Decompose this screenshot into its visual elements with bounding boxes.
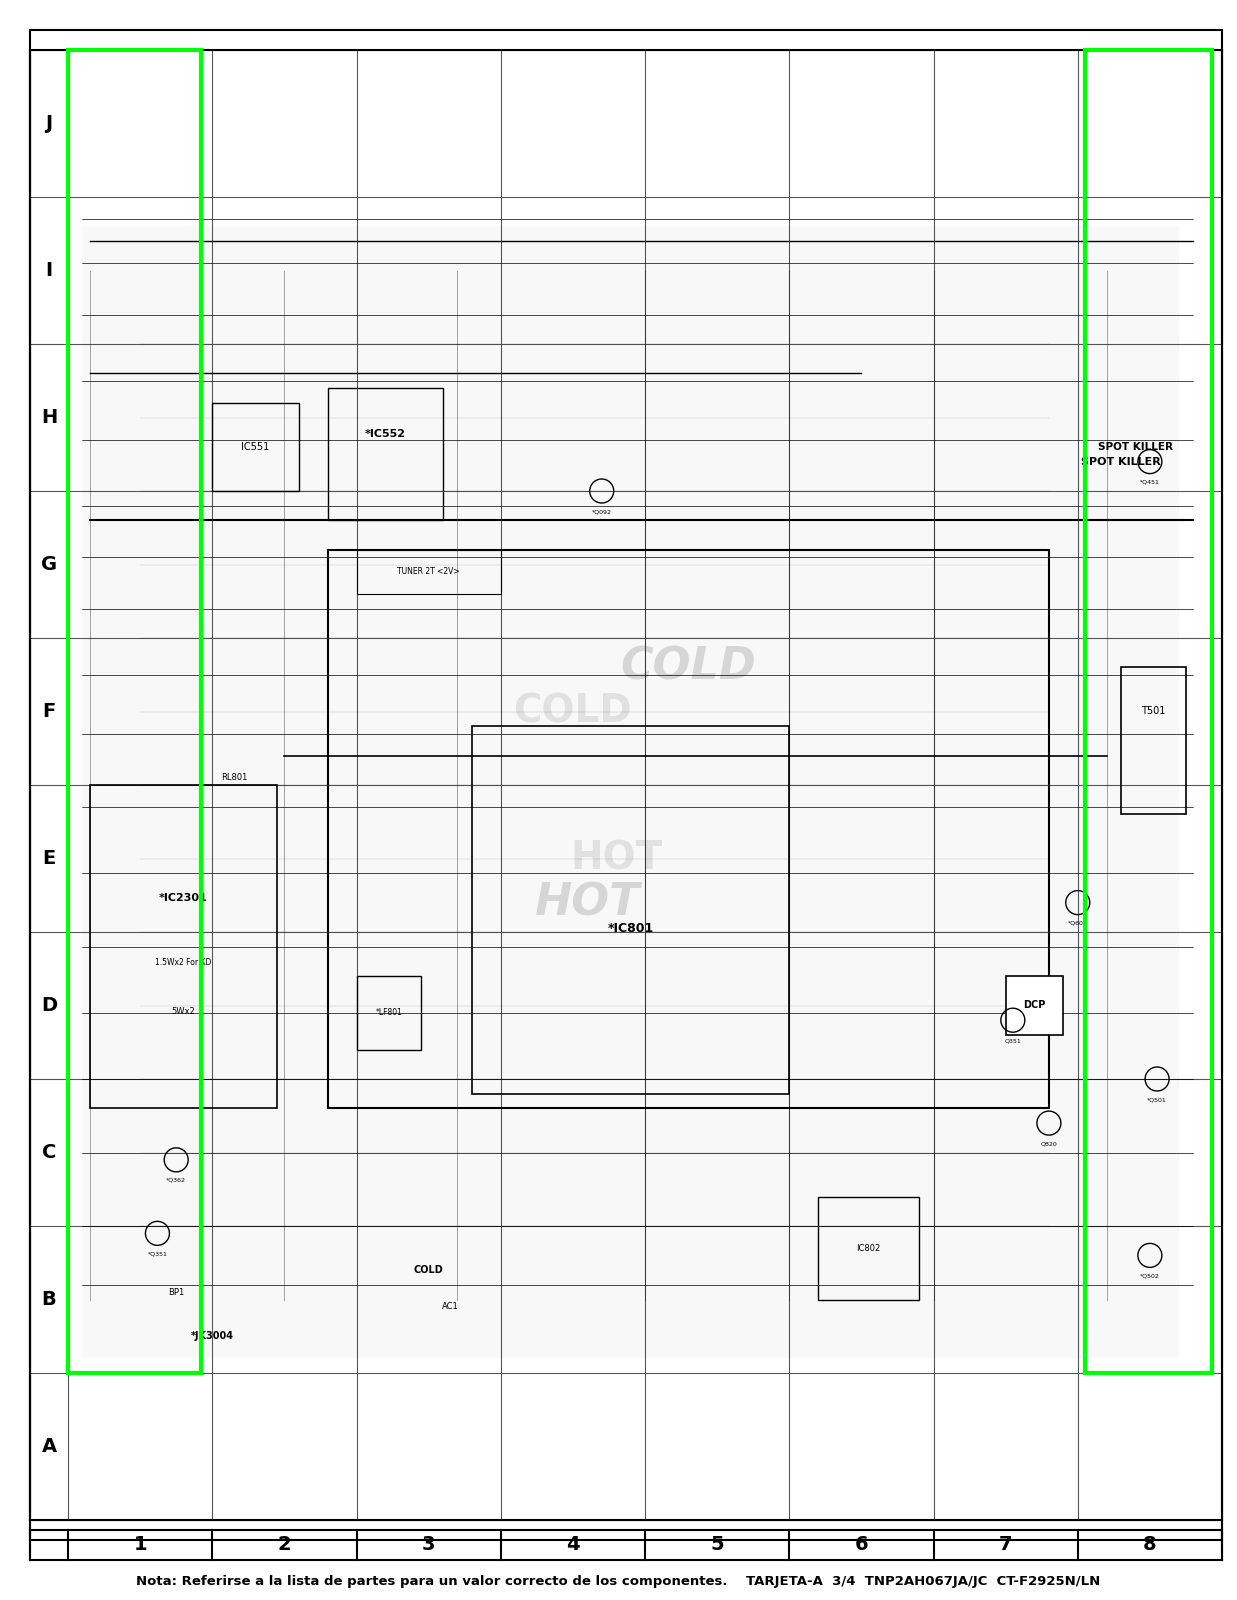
Bar (89, 786, 277, 1109)
Text: COLD: COLD (413, 1266, 444, 1275)
Bar (68, 50, 200, 1373)
Text: 1.5Wx2 For KD: 1.5Wx2 For KD (155, 958, 212, 968)
Bar (83, 226, 1179, 1358)
Text: D: D (41, 995, 57, 1014)
Text: *Q501: *Q501 (1147, 1098, 1166, 1102)
Text: Q820: Q820 (1040, 1141, 1058, 1146)
Text: 6: 6 (855, 1536, 868, 1555)
Text: *Q092: *Q092 (591, 509, 612, 514)
Text: *IC801: *IC801 (607, 922, 653, 934)
Text: C: C (42, 1142, 56, 1162)
Text: H: H (41, 408, 57, 427)
Text: HOT: HOT (534, 882, 640, 925)
Bar (356, 550, 501, 594)
Text: 5: 5 (710, 1536, 724, 1555)
Text: A: A (41, 1437, 57, 1456)
Text: SPOT KILLER: SPOT KILLER (1098, 442, 1173, 451)
Text: IC802: IC802 (856, 1243, 881, 1253)
Text: I: I (46, 261, 52, 280)
Bar (356, 976, 422, 1050)
Text: HOT: HOT (570, 840, 662, 877)
Text: COLD: COLD (513, 693, 632, 731)
Text: E: E (42, 850, 56, 867)
Text: *Q451: *Q451 (1141, 480, 1160, 485)
Text: T501: T501 (1142, 707, 1165, 717)
Bar (1121, 667, 1186, 814)
Bar (213, 403, 299, 491)
Bar (328, 550, 1049, 1109)
Text: 7: 7 (998, 1536, 1012, 1555)
Text: *LF801: *LF801 (376, 1008, 402, 1018)
Text: Q351: Q351 (1004, 1038, 1022, 1043)
Text: AC1: AC1 (442, 1302, 459, 1312)
Bar (818, 1197, 919, 1299)
Text: 3: 3 (422, 1536, 435, 1555)
Bar (471, 726, 789, 1094)
Text: DCP: DCP (1023, 1000, 1045, 1011)
Text: 4: 4 (567, 1536, 580, 1555)
Text: *Q502: *Q502 (1141, 1274, 1160, 1278)
Bar (1085, 50, 1212, 1373)
Text: *Q60E: *Q60E (1068, 920, 1087, 925)
Text: *Q362: *Q362 (166, 1178, 187, 1182)
Text: SPOT KILLER: SPOT KILLER (1081, 456, 1160, 467)
Text: 2: 2 (277, 1536, 291, 1555)
Text: B: B (42, 1290, 57, 1309)
Text: TUNER 2T <2V>: TUNER 2T <2V> (397, 568, 460, 576)
Text: Nota: Referirse a la lista de partes para un valor correcto de los componentes. : Nota: Referirse a la lista de partes par… (136, 1576, 1101, 1589)
Text: 5Wx2: 5Wx2 (172, 1006, 195, 1016)
Text: J: J (46, 114, 52, 133)
Text: RL801: RL801 (220, 773, 247, 782)
Text: F: F (42, 702, 56, 722)
Text: COLD: COLD (620, 646, 756, 690)
Bar (328, 389, 443, 520)
Bar (1006, 976, 1064, 1035)
Text: BP1: BP1 (168, 1288, 184, 1296)
Text: *IC2301: *IC2301 (160, 893, 208, 902)
Text: G: G (41, 555, 57, 574)
Text: IC551: IC551 (241, 442, 270, 451)
Text: *Q351: *Q351 (147, 1251, 167, 1256)
Text: 8: 8 (1143, 1536, 1157, 1555)
Text: *JK3004: *JK3004 (190, 1331, 234, 1341)
Text: *IC552: *IC552 (365, 429, 406, 440)
Text: 1: 1 (134, 1536, 147, 1555)
